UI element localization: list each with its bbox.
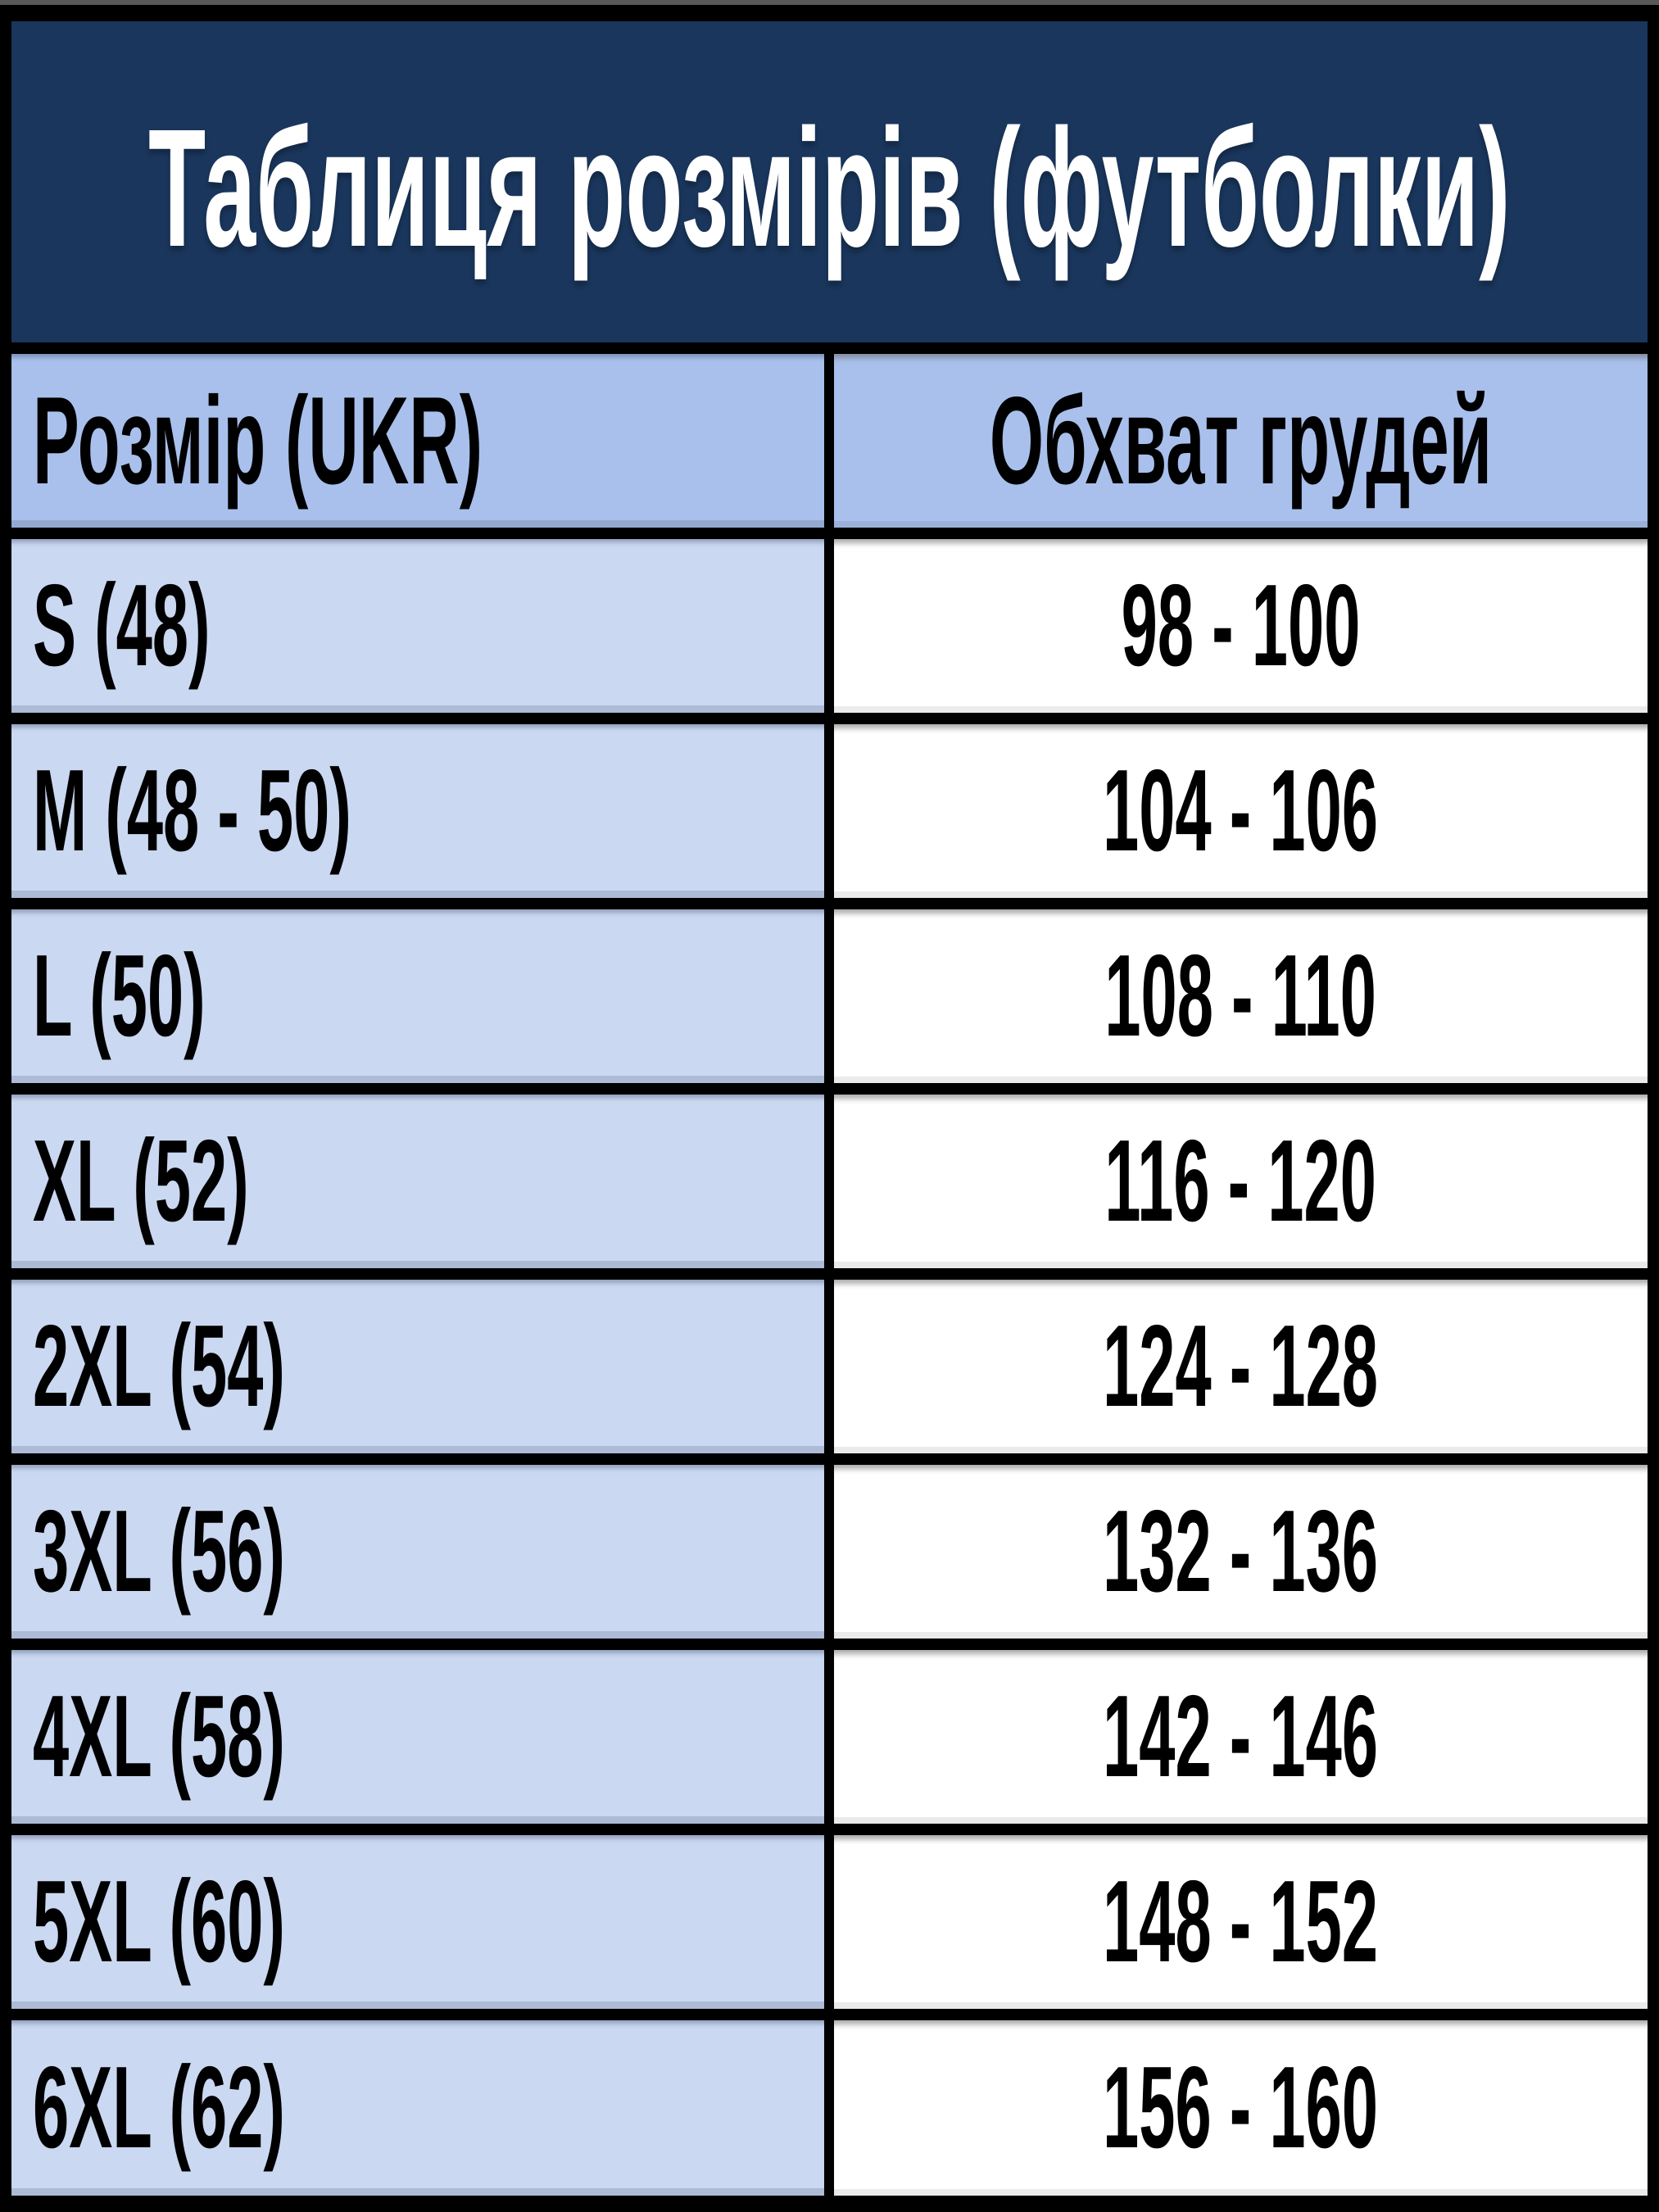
chest-value: 104 - 106 [1103,746,1379,876]
chest-cell: 142 - 146 [834,1650,1648,1824]
column-divider [824,539,834,713]
chest-cell: 132 - 136 [834,1465,1648,1639]
table-row: 5XL (60) 148 - 152 [11,1824,1648,2009]
chest-value: 108 - 110 [1104,931,1377,1061]
chest-cell: 108 - 110 [834,909,1648,1083]
column-divider [824,1835,834,2009]
size-value: M (48 - 50) [33,746,351,876]
size-cell: 6XL (62) [11,2020,824,2196]
size-value: 6XL (62) [33,2042,285,2173]
size-value: 3XL (56) [33,1486,285,1616]
size-cell: L (50) [11,909,824,1083]
chest-value: 98 - 100 [1121,560,1361,691]
size-value: XL (52) [33,1116,249,1246]
table-row: 2XL (54) 124 - 128 [11,1268,1648,1453]
column-divider [824,354,834,528]
column-divider [824,1650,834,1824]
chest-value: 142 - 146 [1103,1671,1379,1802]
size-cell: 4XL (58) [11,1650,824,1824]
table-row: S (48) 98 - 100 [11,528,1648,713]
chest-cell: 148 - 152 [834,1835,1648,2009]
size-cell: M (48 - 50) [11,724,824,898]
header-cell-size: Розмір (UKR) [11,354,824,528]
column-divider [824,1465,834,1639]
page-title: Таблиця розмірів (футболки) [148,93,1511,282]
size-cell: S (48) [11,539,824,713]
table-row: 6XL (62) 156 - 160 [11,2009,1648,2196]
size-value: 2XL (54) [33,1301,285,1431]
chest-value: 116 - 120 [1104,1116,1377,1246]
header-chest-label: Обхват грудей [989,371,1493,510]
table-row: 3XL (56) 132 - 136 [11,1453,1648,1639]
header-cell-chest: Обхват грудей [834,354,1648,528]
chest-cell: 124 - 128 [834,1280,1648,1453]
size-value: S (48) [33,560,211,691]
size-cell: 2XL (54) [11,1280,824,1453]
title-band: Таблиця розмірів (футболки) [11,21,1648,342]
size-cell: 3XL (56) [11,1465,824,1639]
header-size-label: Розмір (UKR) [33,371,483,510]
size-cell: XL (52) [11,1095,824,1268]
chest-cell: 98 - 100 [834,539,1648,713]
chest-cell: 156 - 160 [834,2020,1648,2196]
size-cell: 5XL (60) [11,1835,824,2009]
table-row: XL (52) 116 - 120 [11,1083,1648,1268]
size-value: 4XL (58) [33,1671,285,1802]
chest-cell: 104 - 106 [834,724,1648,898]
table-row: L (50) 108 - 110 [11,898,1648,1083]
table-row: M (48 - 50) 104 - 106 [11,713,1648,898]
column-divider [824,909,834,1083]
size-value: L (50) [33,931,206,1061]
chest-cell: 116 - 120 [834,1095,1648,1268]
column-divider [824,2020,834,2196]
size-table-frame: Таблиця розмірів (футболки) Розмір (UKR)… [0,5,1659,2212]
table-header-row: Розмір (UKR) Обхват грудей [11,342,1648,528]
chest-value: 148 - 152 [1103,1856,1379,1987]
chest-value: 156 - 160 [1103,2042,1379,2173]
size-value: 5XL (60) [33,1856,285,1987]
column-divider [824,1095,834,1268]
column-divider [824,724,834,898]
chest-value: 132 - 136 [1103,1486,1379,1616]
column-divider [824,1280,834,1453]
table-row: 4XL (58) 142 - 146 [11,1639,1648,1824]
top-edge-strip [0,0,1659,5]
chest-value: 124 - 128 [1103,1301,1379,1431]
